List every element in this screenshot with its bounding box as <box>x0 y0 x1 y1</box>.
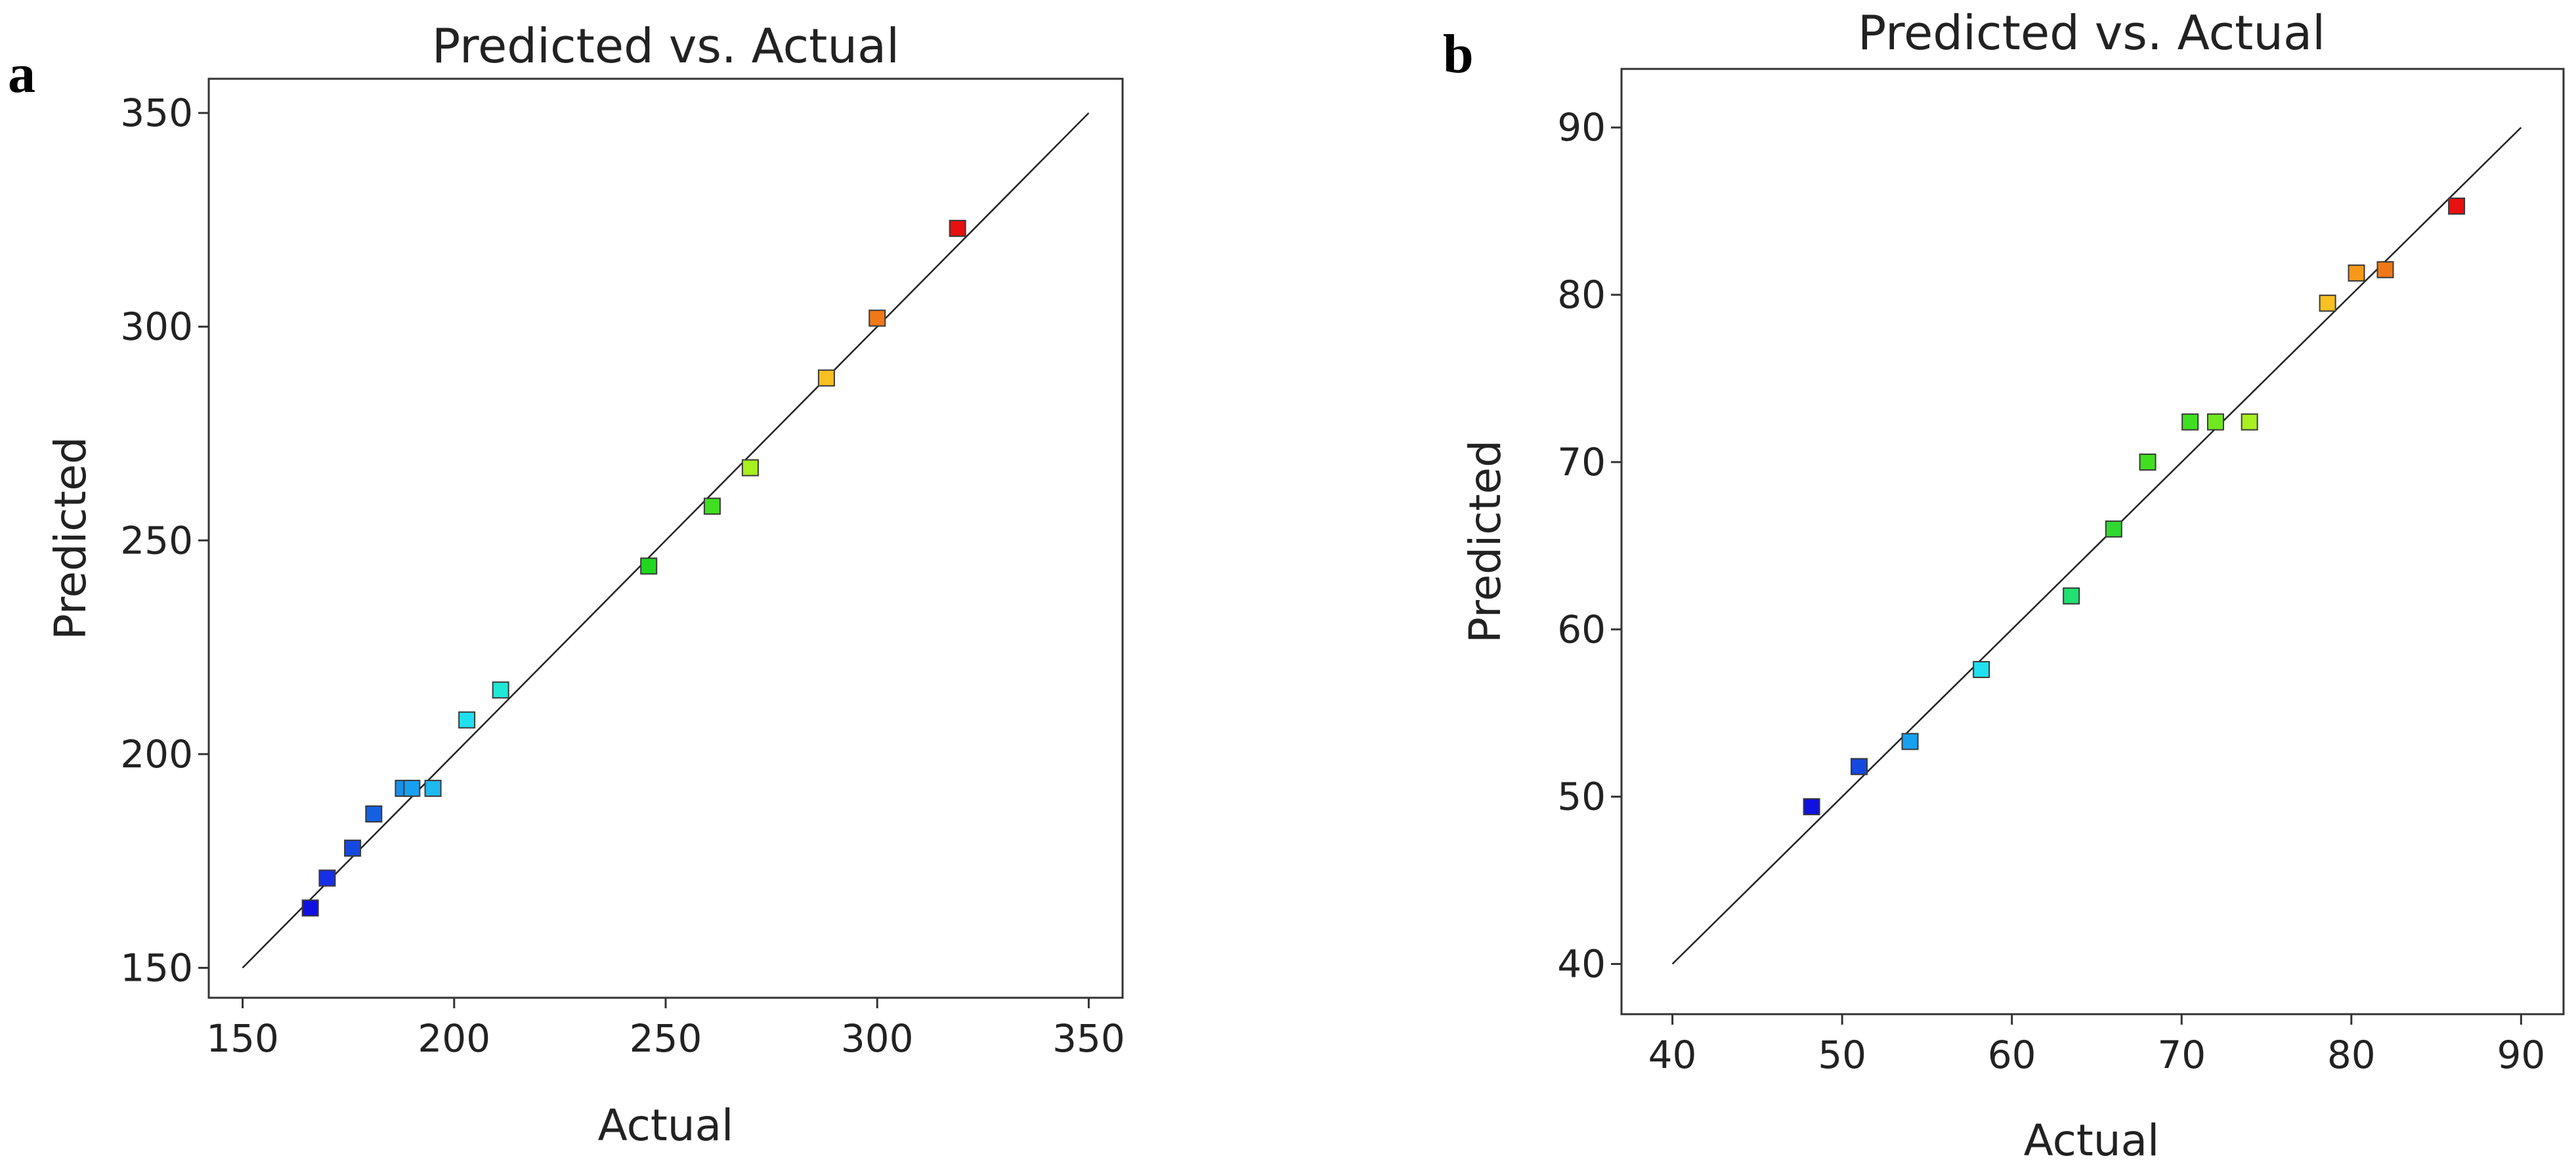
data-point <box>703 498 721 515</box>
x-tick-label: 50 <box>1818 1033 1866 1077</box>
y-ticks: 150 200 250 300 350 <box>120 91 209 990</box>
y-tick-label: 70 <box>1557 440 1606 484</box>
x-tick-label: 350 <box>1052 1016 1125 1061</box>
data-point <box>2448 197 2466 215</box>
data-point <box>2063 587 2080 605</box>
y-tick-label: 350 <box>120 91 193 135</box>
y-tick-label: 40 <box>1557 942 1606 987</box>
data-point <box>1973 660 1990 678</box>
y-axis-label: Predicted <box>1460 440 1511 643</box>
data-point <box>1803 798 1820 815</box>
data-points <box>301 219 966 917</box>
data-point <box>817 369 835 387</box>
x-tick-label: 250 <box>630 1016 702 1061</box>
x-ticks: 40 50 60 70 80 90 <box>1648 1014 2545 1077</box>
data-point <box>869 309 886 327</box>
chart-title: Predicted vs. Actual <box>1858 5 2325 60</box>
y-tick-label: 200 <box>120 732 193 777</box>
data-point <box>2241 413 2258 431</box>
x-tick-label: 60 <box>1988 1033 2036 1077</box>
y-tick-label: 250 <box>120 518 193 563</box>
y-tick-label: 60 <box>1557 607 1606 652</box>
x-tick-label: 80 <box>2327 1033 2376 1077</box>
data-point <box>2181 413 2199 431</box>
x-tick-label: 70 <box>2157 1033 2206 1077</box>
y-axis-label: Predicted <box>45 437 96 640</box>
data-point <box>2206 413 2224 431</box>
x-ticks: 150 200 250 300 350 <box>206 998 1125 1061</box>
y-tick-label: 150 <box>120 945 193 990</box>
chart-panel-b: b Predicted vs. Actual 40 50 60 70 80 90 40 50… <box>1443 5 2565 1166</box>
data-point <box>2105 520 2122 538</box>
x-tick-label: 300 <box>841 1016 914 1061</box>
data-point <box>403 779 421 797</box>
data-point <box>2348 264 2365 282</box>
y-tick-label: 300 <box>120 305 193 349</box>
data-point <box>1850 758 1868 775</box>
x-tick-label: 40 <box>1648 1033 1697 1077</box>
data-point <box>741 459 759 477</box>
data-point <box>2139 453 2157 471</box>
panel-letter: b <box>1443 24 1474 85</box>
y-tick-label: 90 <box>1557 105 1606 150</box>
panel-letter: a <box>8 43 35 104</box>
chart-title: Predicted vs. Actual <box>432 18 899 74</box>
data-points <box>1803 197 2466 815</box>
x-axis-label: Actual <box>598 1100 734 1151</box>
data-point <box>318 869 336 887</box>
x-axis-label: Actual <box>2024 1115 2160 1166</box>
chart-panel-a: a Predicted vs. Actual 150 200 250 300 350 1… <box>8 18 1125 1151</box>
reference-line <box>1671 127 2522 965</box>
data-point <box>344 840 362 857</box>
data-point <box>640 557 658 575</box>
data-point <box>2319 294 2336 312</box>
y-tick-label: 80 <box>1557 272 1606 317</box>
x-tick-label: 150 <box>206 1016 279 1061</box>
x-tick-label: 200 <box>418 1016 490 1061</box>
plot-frame <box>1620 68 2565 1015</box>
data-point <box>949 219 966 237</box>
data-point <box>2376 261 2394 278</box>
data-point <box>301 899 319 917</box>
data-point <box>424 779 442 797</box>
x-tick-label: 90 <box>2497 1033 2545 1077</box>
data-point <box>1901 733 1919 750</box>
y-tick-label: 50 <box>1557 775 1606 819</box>
data-point <box>458 711 476 729</box>
data-point <box>365 805 383 822</box>
data-point <box>492 681 509 699</box>
y-ticks: 40 50 60 70 80 90 <box>1557 105 1621 987</box>
reference-line <box>242 112 1090 969</box>
